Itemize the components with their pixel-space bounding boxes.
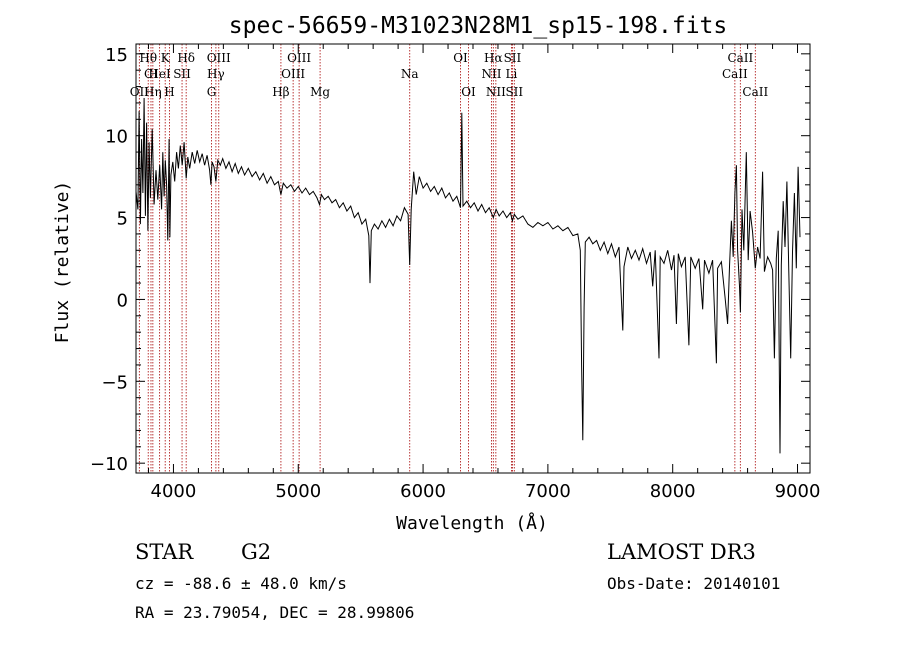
line-label: Hθ — [139, 51, 157, 65]
line-label: Hα — [484, 51, 503, 65]
y-axis-label: Flux (relative) — [52, 181, 73, 344]
line-label: OI — [461, 85, 476, 99]
line-label: Hδ — [177, 51, 195, 65]
line-label: HeI — [148, 67, 171, 81]
line-label: OIII — [287, 51, 311, 65]
line-label: Na — [401, 67, 419, 81]
line-label: Hβ — [272, 85, 289, 99]
line-label: CaII — [722, 67, 748, 81]
x-tick-label: 5000 — [275, 481, 321, 502]
line-label: Hη — [144, 85, 162, 99]
line-label: SII — [173, 67, 191, 81]
spectral-line-labels: OII Hθ CI Hη HeI K H SII Hδ G Hγ OIII Hβ OIII OIII Mg Na… — [130, 51, 769, 99]
x-axis-label: Wavelength (Å) — [396, 512, 548, 534]
y-tick-label: −10 — [90, 454, 128, 475]
coordinates: RA = 23.79054, DEC = 28.99806 — [135, 603, 415, 622]
object-subclass: G2 — [241, 540, 272, 564]
y-tick-label: 5 — [117, 209, 128, 230]
line-label: CaII — [727, 51, 753, 65]
x-tick-label: 4000 — [151, 481, 197, 502]
spectrum-line — [135, 97, 801, 454]
line-label: Hγ — [207, 67, 225, 81]
line-label: Mg — [310, 85, 330, 99]
line-label: OII — [130, 85, 150, 99]
line-label: K — [161, 51, 171, 65]
axis-ticks: 4000 5000 6000 7000 8000 9000 −10 −5 0 5 10 15 — [90, 44, 820, 502]
observation-date: Obs-Date: 20140101 — [607, 574, 781, 593]
line-label: CaII — [742, 85, 768, 99]
redshift-velocity: cz = -88.6 ± 48.0 km/s — [135, 574, 347, 593]
line-label: OIII — [207, 51, 231, 65]
line-label: NII — [481, 67, 501, 81]
line-label: SII — [505, 85, 523, 99]
x-tick-label: 7000 — [525, 481, 571, 502]
y-tick-label: 10 — [105, 127, 128, 148]
x-tick-label: 6000 — [400, 481, 446, 502]
x-tick-label: 8000 — [650, 481, 696, 502]
y-tick-label: 0 — [117, 290, 128, 311]
line-label: H — [164, 85, 174, 99]
line-label: OIII — [281, 67, 305, 81]
object-class: STAR — [135, 540, 194, 564]
chart-title: spec-56659-M31023N28M1_sp15-198.fits — [229, 13, 728, 39]
y-tick-label: 15 — [105, 45, 128, 66]
plot-frame — [135, 43, 811, 474]
spectral-line-markers — [138, 44, 756, 473]
survey-name: LAMOST DR3 — [607, 540, 756, 564]
y-tick-label: −5 — [101, 372, 128, 393]
line-label: SII — [504, 51, 522, 65]
line-label: Li — [506, 67, 518, 81]
line-label: CI — [144, 67, 158, 81]
line-label: OI — [453, 51, 468, 65]
x-tick-label: 9000 — [775, 481, 821, 502]
line-label: G — [207, 85, 217, 99]
line-label: NII — [486, 85, 506, 99]
